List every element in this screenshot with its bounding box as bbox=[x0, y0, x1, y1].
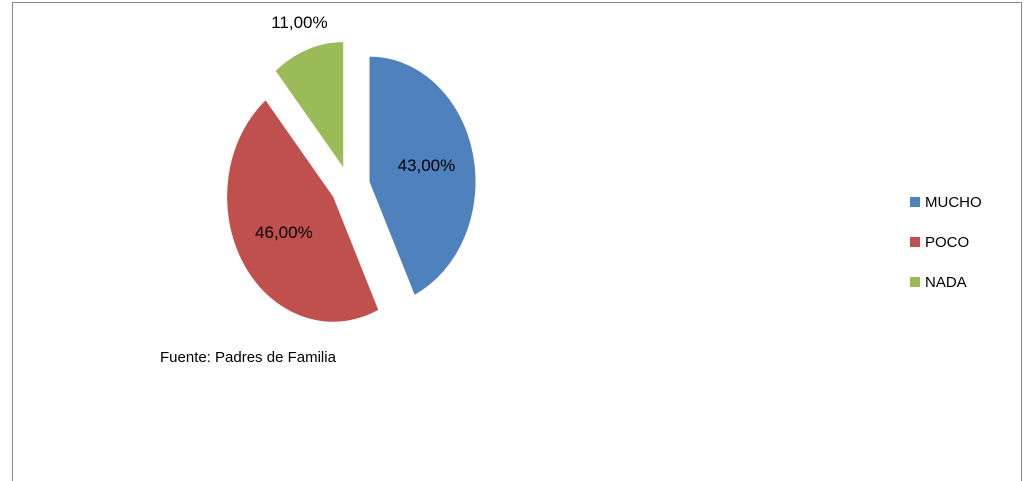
legend-label: POCO bbox=[925, 234, 969, 251]
data-label: 43,00% bbox=[398, 156, 456, 175]
pie-slice bbox=[369, 56, 476, 295]
legend-label: NADA bbox=[925, 274, 967, 291]
legend-label: MUCHO bbox=[925, 194, 982, 211]
data-label: 11,00% bbox=[271, 13, 327, 32]
legend-swatch bbox=[910, 277, 920, 287]
legend-swatch bbox=[910, 237, 920, 247]
legend-swatch bbox=[910, 197, 920, 207]
pie-slice bbox=[227, 100, 379, 322]
data-label: 46,00% bbox=[255, 223, 313, 242]
chart-frame bbox=[12, 2, 1022, 481]
annotation: Fuente: Padres de Familia bbox=[160, 349, 337, 366]
pie-slice bbox=[275, 42, 344, 168]
